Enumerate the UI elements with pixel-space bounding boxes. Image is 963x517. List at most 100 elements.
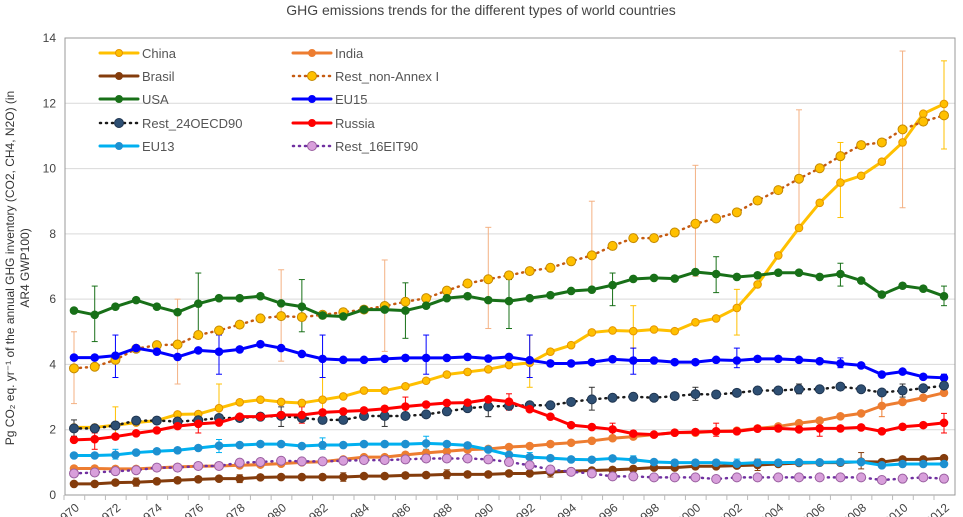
data-point xyxy=(421,293,432,304)
data-point xyxy=(296,456,307,467)
data-point xyxy=(173,476,182,485)
x-tick-label: 1998 xyxy=(632,500,662,517)
data-point xyxy=(732,272,742,282)
data-point xyxy=(483,445,493,454)
legend-label: China xyxy=(142,46,177,61)
data-point xyxy=(566,420,576,430)
data-point xyxy=(234,457,245,468)
data-point xyxy=(670,357,680,367)
data-point xyxy=(918,372,928,382)
data-point xyxy=(876,387,887,398)
data-point xyxy=(442,293,452,303)
data-point xyxy=(90,353,100,362)
data-point xyxy=(234,319,245,330)
data-point xyxy=(338,472,348,482)
data-point xyxy=(897,385,908,396)
data-point xyxy=(566,455,576,464)
data-point xyxy=(690,218,701,229)
data-point xyxy=(89,361,100,372)
data-point xyxy=(359,439,369,449)
data-point xyxy=(898,422,907,432)
data-point xyxy=(608,425,617,434)
x-tick-label: 2000 xyxy=(674,500,704,517)
x-tick-label: 1974 xyxy=(135,500,165,517)
legend-swatch-marker xyxy=(307,71,317,81)
data-point xyxy=(773,268,783,278)
data-point xyxy=(359,305,369,314)
data-point xyxy=(586,250,597,261)
data-point xyxy=(276,410,286,420)
data-point xyxy=(338,355,348,365)
data-point xyxy=(876,137,887,148)
series-eu13 xyxy=(69,439,949,470)
data-point xyxy=(442,398,452,408)
data-point xyxy=(442,370,452,379)
data-point xyxy=(131,477,141,487)
data-point xyxy=(856,361,866,370)
x-tick-label: 1970 xyxy=(52,500,82,517)
data-point xyxy=(608,454,617,463)
data-point xyxy=(691,458,700,467)
data-point xyxy=(546,453,555,463)
data-point xyxy=(214,347,224,356)
x-tick-label: 1976 xyxy=(177,500,207,517)
data-point xyxy=(463,367,472,377)
legend-label: India xyxy=(335,46,364,61)
data-point xyxy=(504,469,514,478)
data-point xyxy=(670,458,680,467)
legend-label: Rest_24OECD90 xyxy=(142,116,242,131)
data-point xyxy=(90,434,100,444)
data-point xyxy=(255,457,266,468)
data-point xyxy=(649,457,659,467)
data-point xyxy=(691,267,700,277)
data-point xyxy=(711,355,721,365)
data-point xyxy=(276,397,286,407)
series-eu15 xyxy=(69,339,949,383)
data-point xyxy=(877,401,887,411)
y-axis-title: Pg CO₂ eq. yr⁻¹ of the annual GHG invent… xyxy=(3,91,32,445)
data-point xyxy=(235,474,245,483)
x-tick-label: 1992 xyxy=(508,500,538,517)
data-point xyxy=(794,425,804,434)
data-point xyxy=(338,414,349,425)
data-point xyxy=(690,389,701,400)
data-point xyxy=(753,458,762,467)
data-point xyxy=(566,438,576,448)
data-point xyxy=(836,412,845,421)
data-point xyxy=(898,138,907,147)
legend-item: Russia xyxy=(291,116,376,131)
data-point xyxy=(815,198,825,208)
legend-item: India xyxy=(291,46,364,61)
data-point xyxy=(649,356,659,365)
data-point xyxy=(256,439,265,449)
data-point xyxy=(898,281,907,291)
x-axis-ticks: 1970 1972 1974 1976 1978 1980 1982 1984 1986 1988… xyxy=(52,495,952,517)
data-point xyxy=(401,381,410,391)
data-point xyxy=(90,451,100,460)
data-point xyxy=(379,455,390,466)
data-point xyxy=(794,384,804,395)
data-point xyxy=(856,384,867,395)
data-point xyxy=(256,473,265,482)
data-point xyxy=(276,472,286,482)
data-point xyxy=(318,354,327,364)
data-point xyxy=(111,450,120,460)
data-point xyxy=(193,419,203,429)
data-point xyxy=(421,376,431,386)
x-tick-label: 1996 xyxy=(591,500,621,517)
series-russia xyxy=(69,395,949,445)
y-tick-label: 2 xyxy=(49,423,56,437)
data-point xyxy=(214,325,224,336)
series-rest-non-annex-i xyxy=(69,110,949,374)
data-point xyxy=(628,471,639,482)
data-point xyxy=(814,163,825,174)
data-point xyxy=(338,407,348,416)
data-point xyxy=(111,478,120,487)
data-point xyxy=(546,412,555,421)
data-point xyxy=(483,454,494,465)
data-point xyxy=(504,397,514,406)
data-point xyxy=(669,227,680,238)
data-point xyxy=(110,420,121,431)
data-point xyxy=(172,339,183,350)
data-point xyxy=(462,278,473,289)
